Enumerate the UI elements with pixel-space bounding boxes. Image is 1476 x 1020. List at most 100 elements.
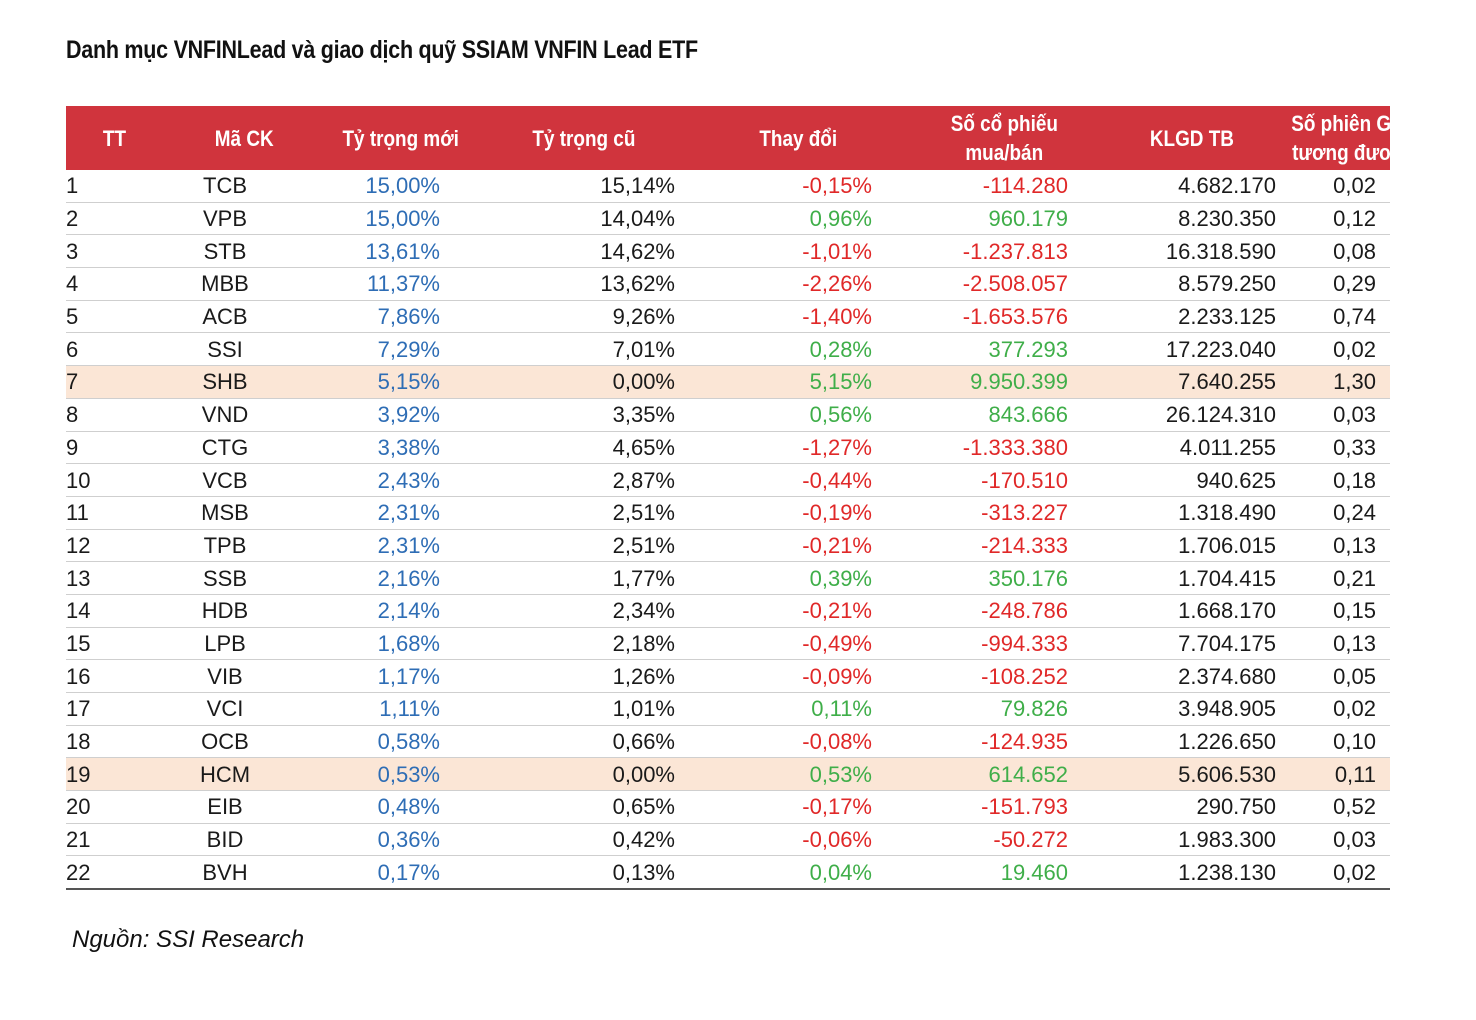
cell-thay-doi: -1,01% <box>691 234 906 269</box>
table-row: 21 BID 0,36% 0,42% -0,06% -50.272 1.983.300 0,0… <box>66 823 1390 857</box>
cell-tt: 16 <box>66 659 162 693</box>
cell-so-phien: 0,03 <box>1282 823 1390 857</box>
table-row: 8 VND 3,92% 3,35% 0,56% 843.666 26.124.310 0,03 <box>66 398 1390 432</box>
cell-ty-trong-moi: 1,11% <box>326 692 476 726</box>
cell-thay-doi: -0,15% <box>691 170 906 203</box>
cell-so-phien: 0,33 <box>1282 431 1390 465</box>
cell-tt: 11 <box>66 496 162 530</box>
cell-ty-trong-moi: 2,31% <box>326 529 476 563</box>
cell-ty-trong-moi: 2,43% <box>326 463 476 497</box>
cell-ty-trong-cu: 2,87% <box>476 463 691 497</box>
cell-ty-trong-cu: 2,51% <box>476 529 691 563</box>
cell-ty-trong-cu: 0,13% <box>476 855 691 891</box>
cell-thay-doi: 0,39% <box>691 561 906 595</box>
cell-klgd-tb: 4.011.255 <box>1102 431 1282 465</box>
cell-ma-ck: VCB <box>162 463 326 497</box>
cell-thay-doi: -2,26% <box>691 267 906 301</box>
cell-ty-trong-moi: 7,86% <box>326 300 476 334</box>
cell-ty-trong-moi: 2,31% <box>326 496 476 530</box>
cell-ty-trong-moi: 3,38% <box>326 431 476 465</box>
cell-ty-trong-cu: 2,34% <box>476 594 691 628</box>
table-row: 18 OCB 0,58% 0,66% -0,08% -124.935 1.226.650 0,… <box>66 725 1390 759</box>
cell-klgd-tb: 3.948.905 <box>1102 692 1282 726</box>
cell-ma-ck: TPB <box>162 529 326 563</box>
cell-ma-ck: BID <box>162 823 326 857</box>
cell-thay-doi: -0,21% <box>691 529 906 563</box>
cell-ma-ck: CTG <box>162 431 326 465</box>
cell-so-phien: 0,29 <box>1282 267 1390 301</box>
cell-so-co-phieu: -214.333 <box>906 529 1102 563</box>
cell-tt: 6 <box>66 332 162 367</box>
table-row: 12 TPB 2,31% 2,51% -0,21% -214.333 1.706.015 0,… <box>66 529 1390 563</box>
cell-so-co-phieu: -108.252 <box>906 659 1102 693</box>
cell-thay-doi: 0,96% <box>691 202 906 236</box>
cell-thay-doi: -0,09% <box>691 659 906 693</box>
cell-klgd-tb: 8.230.350 <box>1102 202 1282 236</box>
cell-ty-trong-moi: 0,36% <box>326 823 476 857</box>
table-row: 5 ACB 7,86% 9,26% -1,40% -1.653.576 2.233.125 0… <box>66 300 1390 334</box>
cell-ty-trong-cu: 1,26% <box>476 659 691 693</box>
cell-klgd-tb: 2.374.680 <box>1102 659 1282 693</box>
cell-ty-trong-cu: 0,00% <box>476 365 691 399</box>
cell-tt: 2 <box>66 202 162 236</box>
table-row: 17 VCI 1,11% 1,01% 0,11% 79.826 3.948.905 0,02 <box>66 692 1390 726</box>
cell-ma-ck: HCM <box>162 757 326 792</box>
cell-ty-trong-cu: 2,51% <box>476 496 691 530</box>
cell-ma-ck: MSB <box>162 496 326 530</box>
cell-ma-ck: ACB <box>162 300 326 334</box>
cell-so-co-phieu: -248.786 <box>906 594 1102 628</box>
table-row: 20 EIB 0,48% 0,65% -0,17% -151.793 290.750 0,52 <box>66 790 1390 824</box>
cell-klgd-tb: 5.606.530 <box>1102 757 1282 792</box>
cell-tt: 14 <box>66 594 162 628</box>
cell-so-co-phieu: 377.293 <box>906 332 1102 367</box>
cell-so-co-phieu: -114.280 <box>906 170 1102 203</box>
cell-so-phien: 0,03 <box>1282 398 1390 432</box>
cell-klgd-tb: 26.124.310 <box>1102 398 1282 432</box>
table-row: 14 HDB 2,14% 2,34% -0,21% -248.786 1.668.170 0,… <box>66 594 1390 628</box>
cell-klgd-tb: 16.318.590 <box>1102 234 1282 269</box>
cell-so-co-phieu: 350.176 <box>906 561 1102 595</box>
cell-ty-trong-cu: 13,62% <box>476 267 691 301</box>
cell-tt: 19 <box>66 757 162 792</box>
cell-klgd-tb: 4.682.170 <box>1102 170 1282 203</box>
cell-klgd-tb: 940.625 <box>1102 463 1282 497</box>
cell-so-co-phieu: 843.666 <box>906 398 1102 432</box>
cell-tt: 7 <box>66 365 162 399</box>
cell-thay-doi: -1,40% <box>691 300 906 334</box>
cell-so-co-phieu: -124.935 <box>906 725 1102 759</box>
col-header-ty-trong-moi: Tỷ trọng mới <box>326 106 476 170</box>
cell-klgd-tb: 1.983.300 <box>1102 823 1282 857</box>
cell-ty-trong-cu: 14,04% <box>476 202 691 236</box>
cell-so-phien: 0,02 <box>1282 332 1390 367</box>
cell-ma-ck: VPB <box>162 202 326 236</box>
cell-so-co-phieu: -50.272 <box>906 823 1102 857</box>
cell-so-co-phieu: -313.227 <box>906 496 1102 530</box>
cell-ty-trong-moi: 0,17% <box>326 855 476 891</box>
cell-so-phien: 0,13 <box>1282 627 1390 661</box>
cell-ty-trong-cu: 0,42% <box>476 823 691 857</box>
cell-klgd-tb: 1.668.170 <box>1102 594 1282 628</box>
cell-ma-ck: SHB <box>162 365 326 399</box>
cell-ty-trong-cu: 4,65% <box>476 431 691 465</box>
cell-thay-doi: 0,11% <box>691 692 906 726</box>
cell-tt: 15 <box>66 627 162 661</box>
table-row: 7 SHB 5,15% 0,00% 5,15% 9.950.399 7.640.255 1,3… <box>66 365 1390 399</box>
table-row: 1 TCB 15,00% 15,14% -0,15% -114.280 4.682.170 0… <box>66 170 1390 203</box>
table-row: 11 MSB 2,31% 2,51% -0,19% -313.227 1.318.490 0,… <box>66 496 1390 530</box>
cell-ma-ck: BVH <box>162 855 326 891</box>
cell-ma-ck: VCI <box>162 692 326 726</box>
cell-thay-doi: 0,53% <box>691 757 906 792</box>
cell-ty-trong-cu: 9,26% <box>476 300 691 334</box>
cell-ty-trong-cu: 7,01% <box>476 332 691 367</box>
cell-so-phien: 0,24 <box>1282 496 1390 530</box>
cell-so-co-phieu: -994.333 <box>906 627 1102 661</box>
cell-klgd-tb: 290.750 <box>1102 790 1282 824</box>
cell-klgd-tb: 2.233.125 <box>1102 300 1282 334</box>
cell-ty-trong-cu: 1,01% <box>476 692 691 726</box>
cell-ty-trong-moi: 0,48% <box>326 790 476 824</box>
cell-tt: 3 <box>66 234 162 269</box>
cell-tt: 13 <box>66 561 162 595</box>
cell-ma-ck: LPB <box>162 627 326 661</box>
cell-so-phien: 0,02 <box>1282 855 1390 891</box>
cell-so-co-phieu: -151.793 <box>906 790 1102 824</box>
